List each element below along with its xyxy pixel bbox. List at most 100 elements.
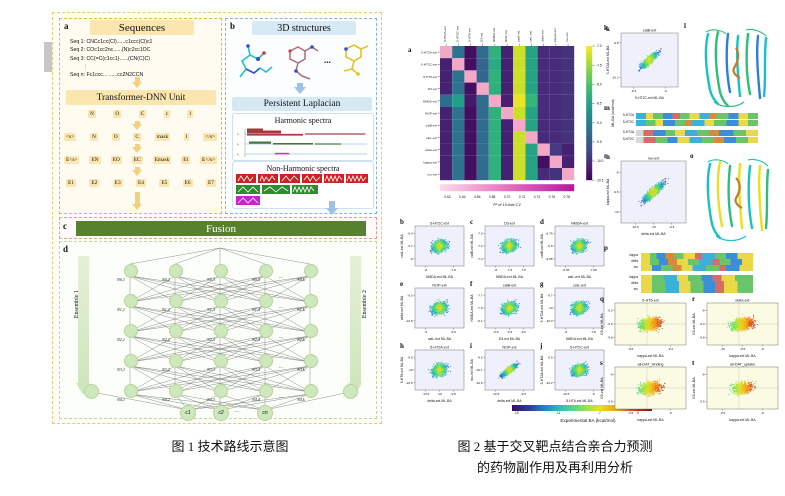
heatmap-row-label: catL-ext <box>426 136 437 140</box>
panel-title-g: catL-ext <box>573 283 586 287</box>
y-axis-label: 5-HT2A-ext ML-BA <box>606 45 610 74</box>
cbar-right-tick: -8.5 <box>596 102 602 106</box>
sequence-line: Seq n: Fc1ccc... ......cc2N2CCN <box>70 72 144 79</box>
network-edges <box>91 247 351 411</box>
y-tick: -9 <box>410 257 413 261</box>
heatmap-col-label: NMDA-ext <box>492 28 496 42</box>
alignment-row-label: 5-HT2A <box>623 130 634 135</box>
token: l <box>187 110 193 118</box>
x-axis-label: kappa-ext ML-BA <box>637 418 664 422</box>
svg-text:λ₀: λ₀ <box>237 152 239 156</box>
panel-title-d: NMDA-ext <box>571 221 588 225</box>
heatmap-x-label: P² of 10-fold CV <box>493 202 521 207</box>
harmonic-spectra-box: Harmonic spectra λ₂ <box>232 113 374 161</box>
panel-title-s: all-DAT_binding <box>638 362 664 366</box>
x-tick: -6.5 <box>451 330 457 334</box>
svg-text:λ₂: λ₂ <box>237 132 239 136</box>
row-ellipsis: ··· <box>279 336 283 341</box>
p2-tick: 0.72 <box>519 195 526 199</box>
arrow-to-unit <box>132 77 142 88</box>
scatter-svg-e: e NOP-ext -9 -6.5 -9.5 -10.5 catL-ext ML-BA del… <box>400 280 465 341</box>
panel-letter-b: b <box>400 218 404 226</box>
token: </s> <box>203 133 217 141</box>
panel-title-n: mu-ext <box>648 156 659 160</box>
y-axis-label: D3-ext ML-BA <box>600 377 604 399</box>
token: E2 <box>89 179 100 187</box>
cbar-tick: -7 <box>598 411 601 415</box>
alignment-row-label: 5-HT2C <box>622 120 634 125</box>
panel-letter-h: h <box>400 342 404 350</box>
scatter-svg-i: i NOP-ext -10.5 -9.5 -9.6 -10.1 -10.6 delta-ext… <box>470 342 535 403</box>
panel-letter-e: e <box>400 280 403 288</box>
alignment-row-label: kappa <box>629 275 638 280</box>
token: EO <box>110 156 122 164</box>
y-tick: -8.1 <box>477 319 483 323</box>
node-label: N3,1 <box>117 367 126 372</box>
scatter-panel-r: r delta-ext -10 -9.5 -9 -9 -9.4 -9.8 kappa-ext M… <box>690 294 782 358</box>
x-tick: -9 <box>592 392 595 396</box>
alignment-row-label: mu <box>633 287 638 292</box>
figure-1-caption: 图 1 技术路线示意图 <box>171 439 289 454</box>
x-tick: -9 <box>761 347 764 351</box>
x-axis-label: 5-HT6-ext ML-BA <box>566 399 593 403</box>
token: O <box>111 133 120 141</box>
x-tick: -8 <box>424 268 427 272</box>
alignment-row-label: delta <box>631 281 638 286</box>
y-axis-label: NMDA-ext ML-BA <box>470 294 474 322</box>
heatmap-row-label: delta-ext <box>425 148 437 152</box>
node-label: N0,2 <box>162 277 171 282</box>
y-tick: -9 <box>702 309 705 313</box>
token: E7 <box>205 179 216 187</box>
y-tick: -9.5 <box>699 400 705 404</box>
panel-title-q: 5-HT6-ext <box>642 298 658 302</box>
arrow-to-fusion-left <box>132 192 142 210</box>
heatmap-row-label: D3-ext <box>428 87 437 91</box>
token: E6 <box>182 179 193 187</box>
x-tick: -9 <box>669 411 672 415</box>
x-tick: -7.8 <box>451 268 457 272</box>
y-tick: -10.6 <box>476 381 483 385</box>
node-label: N4,3 <box>207 397 216 402</box>
arrow-mask <box>132 121 142 130</box>
scatter-svg-d: d NMDA-ext -8.05 -7.95 -6.75 -6.8 -6.85 catL-ex… <box>540 218 605 279</box>
x-tick: -9.5 <box>740 347 746 351</box>
token: E1 <box>66 179 76 187</box>
scatter-svg-b: b 5-HT2C-ext -8 -7.8 -6.4 -6.7 -9 NMDA-ext ML-B… <box>400 218 465 279</box>
panel-title-b: 5-HT2C-ext <box>430 221 449 225</box>
token: Emask <box>152 156 172 164</box>
token: O <box>113 110 122 118</box>
x-axis-label: D3-ext ML-BA <box>499 337 521 341</box>
protein-ribbon-icon <box>706 158 770 242</box>
cbar-tick: -11 <box>556 411 561 415</box>
output-node: c2 <box>213 405 229 421</box>
alignment-row-label: 5-HT2A <box>623 113 634 118</box>
y-axis-label: catB-ext ML-BA <box>470 233 474 257</box>
y-tick: -9.5 <box>547 355 553 359</box>
x-tick: -9.5 <box>720 411 726 415</box>
y-tick: -10 <box>548 306 553 310</box>
x-axis-label: kappa-ext ML-BA <box>637 354 664 358</box>
panel-letter-s: s <box>600 359 603 367</box>
y-tick: -10.2 <box>546 381 553 385</box>
harmonic-spectra-title: Harmonic spectra <box>274 116 332 125</box>
p2-tick: 0.78 <box>564 195 571 199</box>
scatter-panel-s: s all-DAT_binding -9.5 -9 -9 -9.5 kappa-ext ML… <box>598 358 690 422</box>
panel-l-protein-structure: l <box>684 22 780 108</box>
heatmap-svg: 5-HT2A-ext 5-HT2C-ext 5-HT6-ext D3-ext NMDA-… <box>421 26 615 207</box>
panel-b-letter: b <box>230 21 236 31</box>
row-ellipsis: ··· <box>279 396 283 401</box>
x-tick: -9.0 <box>521 330 527 334</box>
panel-letter-f: f <box>470 280 473 288</box>
y-tick: -9 <box>616 170 619 174</box>
cbar-right-tick: -7.0 <box>596 44 602 48</box>
node-label: N3,4 <box>252 367 261 372</box>
y-tick: -9.6 <box>477 355 483 359</box>
cbar-right-label: ML-BA (kcal/mol) <box>611 99 615 126</box>
output-ellipsis: ··· <box>235 410 239 415</box>
panel-title-i: NOP-ext <box>502 345 516 349</box>
panel-a-heatmap: a 5-HT2A-ext 5-HT2C-ext 5-HT6-ext D3-ext NMD… <box>400 12 615 217</box>
x-tick: -9.4 <box>507 330 513 334</box>
sequence-ellipsis: ⋮ <box>83 63 89 70</box>
token: N <box>89 133 98 141</box>
